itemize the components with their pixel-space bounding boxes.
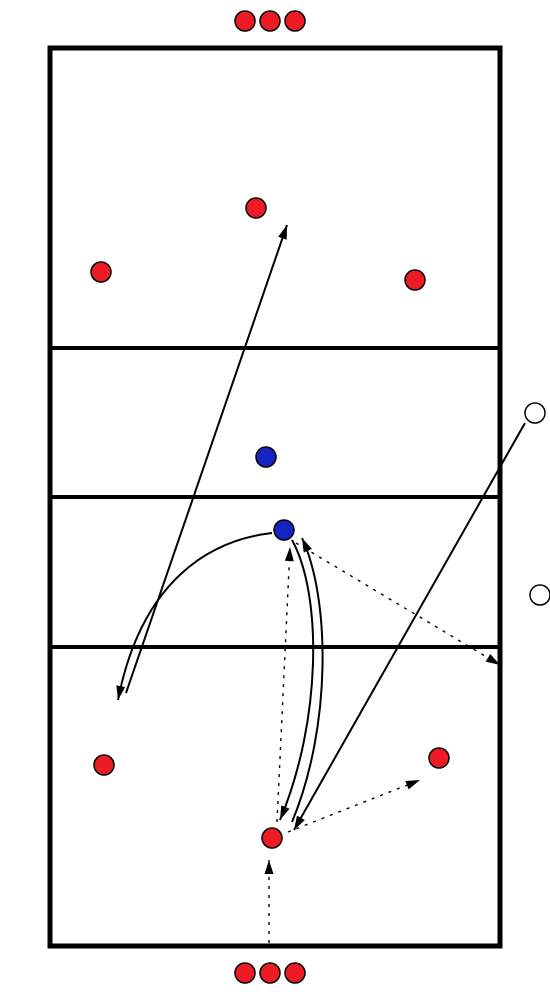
setter-far	[256, 447, 276, 467]
pass-to-setter	[277, 547, 294, 822]
opp-front-right	[405, 270, 425, 290]
sideline-ball-lower	[530, 585, 550, 605]
near-back-center	[262, 828, 282, 848]
bottom-outside-ball-left	[235, 963, 255, 983]
sideline-ball-upper	[525, 403, 545, 423]
bottom-outside-ball-right	[285, 963, 305, 983]
opp-front-left	[91, 262, 111, 282]
receive-curve-left	[280, 540, 313, 820]
near-back-right	[429, 748, 449, 768]
diagram-canvas	[0, 0, 550, 1000]
near-back-left	[94, 755, 114, 775]
opp-front-center	[246, 198, 266, 218]
bottom-outside-ball-center	[260, 963, 280, 983]
serve-in	[265, 860, 274, 943]
approach-curve-to-setter	[116, 533, 272, 700]
upper-sideline-to-left	[294, 423, 525, 830]
setter-near	[274, 520, 294, 540]
top-outside-ball-center	[260, 11, 280, 31]
top-outside-ball-right	[285, 11, 305, 31]
top-outside-ball-left	[235, 11, 255, 31]
